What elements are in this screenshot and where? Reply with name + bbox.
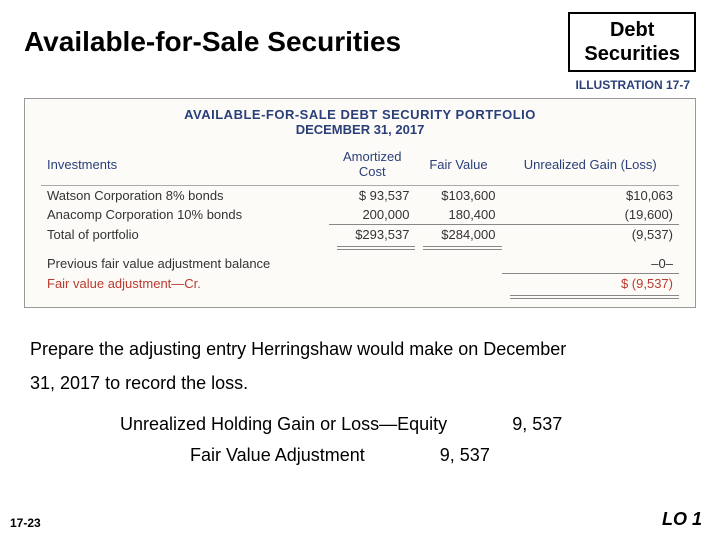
cell-ugl: –0– [502, 254, 680, 274]
table-row-prev: Previous fair value adjustment balance –… [41, 254, 679, 274]
debit-amount: 9, 537 [512, 414, 562, 435]
cell-name: Anacomp Corporation 10% bonds [41, 205, 329, 225]
cell-fv: $103,600 [415, 186, 501, 206]
table-row: Watson Corporation 8% bonds $ 93,537 $10… [41, 186, 679, 206]
col-cost: AmortizedCost [329, 147, 415, 186]
table-row: Anacomp Corporation 10% bonds 200,000 18… [41, 205, 679, 225]
cell-ugl: $10,063 [502, 186, 680, 206]
journal-entry-debit: Unrealized Holding Gain or Loss—Equity 9… [0, 400, 720, 435]
cell-cost: $293,537 [329, 225, 415, 245]
cell-name: Previous fair value adjustment balance [41, 254, 329, 274]
credit-account: Fair Value Adjustment [190, 445, 365, 465]
table-row-adj: Fair value adjustment—Cr. $ (9,537) [41, 274, 679, 294]
cell-cost: 200,000 [329, 205, 415, 225]
panel-title: AVAILABLE-FOR-SALE DEBT SECURITY PORTFOL… [41, 107, 679, 122]
journal-entry-credit: Fair Value Adjustment 9, 537 [0, 435, 720, 466]
credit-amount: 9, 537 [440, 445, 490, 466]
badge-line1: Debt [584, 18, 680, 42]
col-investments: Investments [41, 147, 329, 186]
cell-fv: 180,400 [415, 205, 501, 225]
col-ugl: Unrealized Gain (Loss) [502, 147, 680, 186]
cell-cost: $ 93,537 [329, 186, 415, 206]
cell-name: Watson Corporation 8% bonds [41, 186, 329, 206]
topic-badge: Debt Securities [568, 12, 696, 72]
portfolio-table: Investments AmortizedCost Fair Value Unr… [41, 147, 679, 293]
badge-line2: Securities [584, 42, 680, 66]
page-title: Available-for-Sale Securities [24, 26, 544, 58]
cell-name: Fair value adjustment—Cr. [41, 274, 329, 294]
panel-subtitle: DECEMBER 31, 2017 [41, 122, 679, 137]
body-line2: 31, 2017 to record the loss. [30, 373, 248, 393]
cell-fv: $284,000 [415, 225, 501, 245]
debit-account: Unrealized Holding Gain or Loss—Equity [120, 414, 447, 434]
instruction-text: Prepare the adjusting entry Herringshaw … [0, 308, 720, 400]
learning-objective: LO 1 [662, 509, 702, 530]
table-row-total: Total of portfolio $293,537 $284,000 (9,… [41, 225, 679, 245]
portfolio-panel: AVAILABLE-FOR-SALE DEBT SECURITY PORTFOL… [24, 98, 696, 308]
cell-ugl: $ (9,537) [502, 274, 680, 294]
cell-ugl: (19,600) [502, 205, 680, 225]
body-line1: Prepare the adjusting entry Herringshaw … [30, 339, 566, 359]
page-number: 17-23 [10, 516, 41, 530]
illustration-label: ILLUSTRATION 17-7 [0, 78, 720, 92]
col-fv: Fair Value [415, 147, 501, 186]
cell-name: Total of portfolio [41, 225, 329, 245]
cell-ugl: (9,537) [502, 225, 680, 245]
